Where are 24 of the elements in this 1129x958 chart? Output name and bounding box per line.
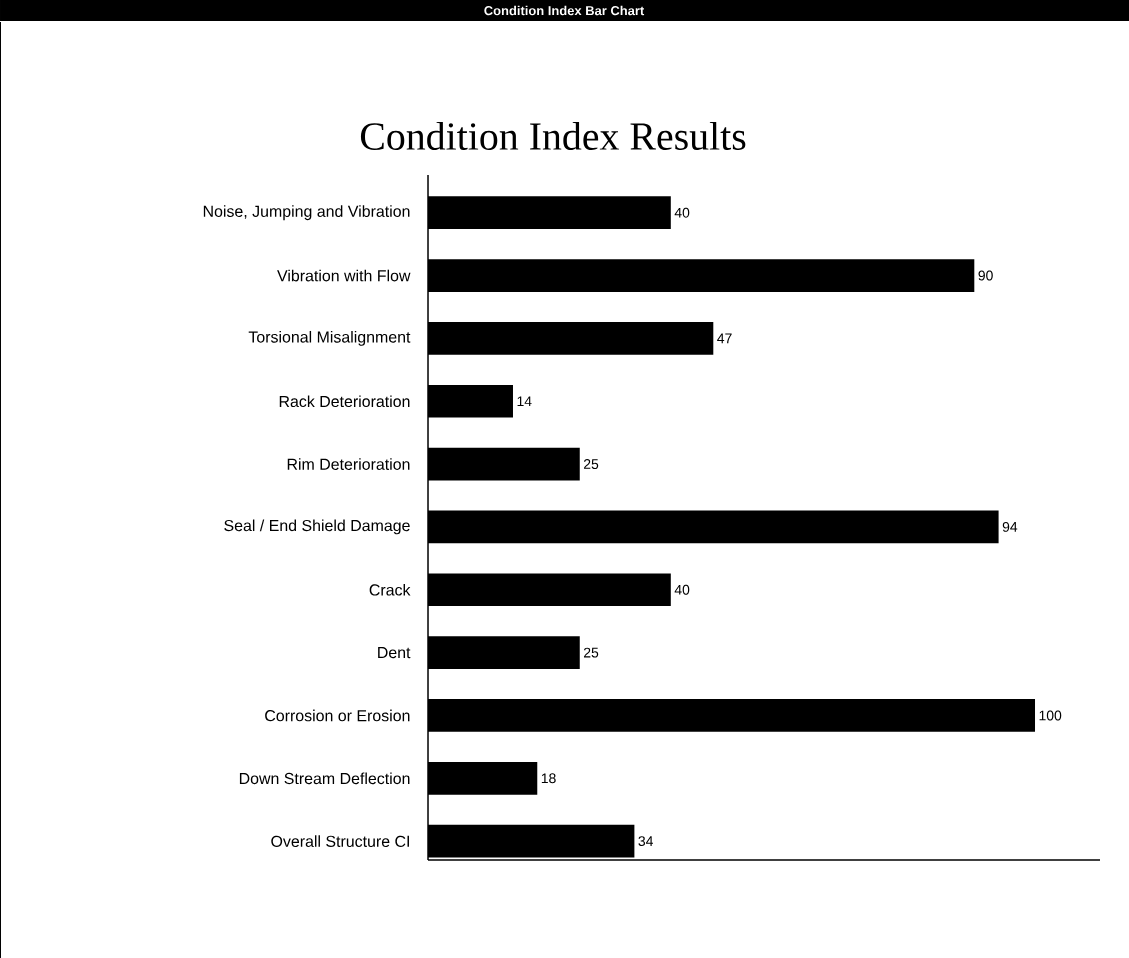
data-label: 100 bbox=[1039, 710, 1062, 721]
y-tick-label: Rim Deterioration bbox=[287, 458, 410, 470]
y-tick-label: Seal / End Shield Damage bbox=[224, 519, 410, 535]
data-label: 25 bbox=[583, 647, 599, 658]
chart-title: Condition Index Results bbox=[360, 121, 746, 151]
y-tick-label: Rack Deterioration bbox=[279, 395, 410, 408]
y-tick-label: Crack bbox=[369, 583, 411, 596]
data-label: 34 bbox=[638, 836, 654, 847]
data-label: 40 bbox=[674, 584, 690, 595]
y-tick-label: Overall Structure CI bbox=[271, 835, 409, 847]
y-tick-label: Vibration with Flow bbox=[277, 269, 411, 282]
data-label: 14 bbox=[517, 396, 532, 407]
y-tick-label: Dent bbox=[378, 647, 411, 659]
y-tick-label: Noise, Jumping and Vibration bbox=[203, 205, 410, 221]
y-tick-label: Corrosion or Erosion bbox=[265, 709, 410, 722]
data-label: 40 bbox=[674, 207, 690, 218]
data-label: 90 bbox=[978, 270, 993, 281]
y-tick-label: Torsional Misalignment bbox=[248, 330, 411, 346]
data-label: 94 bbox=[1002, 521, 1018, 532]
data-label: 47 bbox=[717, 333, 732, 344]
data-label: 25 bbox=[583, 459, 599, 470]
text: Condition Index Bar Chart bbox=[484, 5, 645, 16]
y-tick-label: Down Stream Deflection bbox=[239, 772, 410, 785]
data-label: 18 bbox=[541, 773, 556, 784]
